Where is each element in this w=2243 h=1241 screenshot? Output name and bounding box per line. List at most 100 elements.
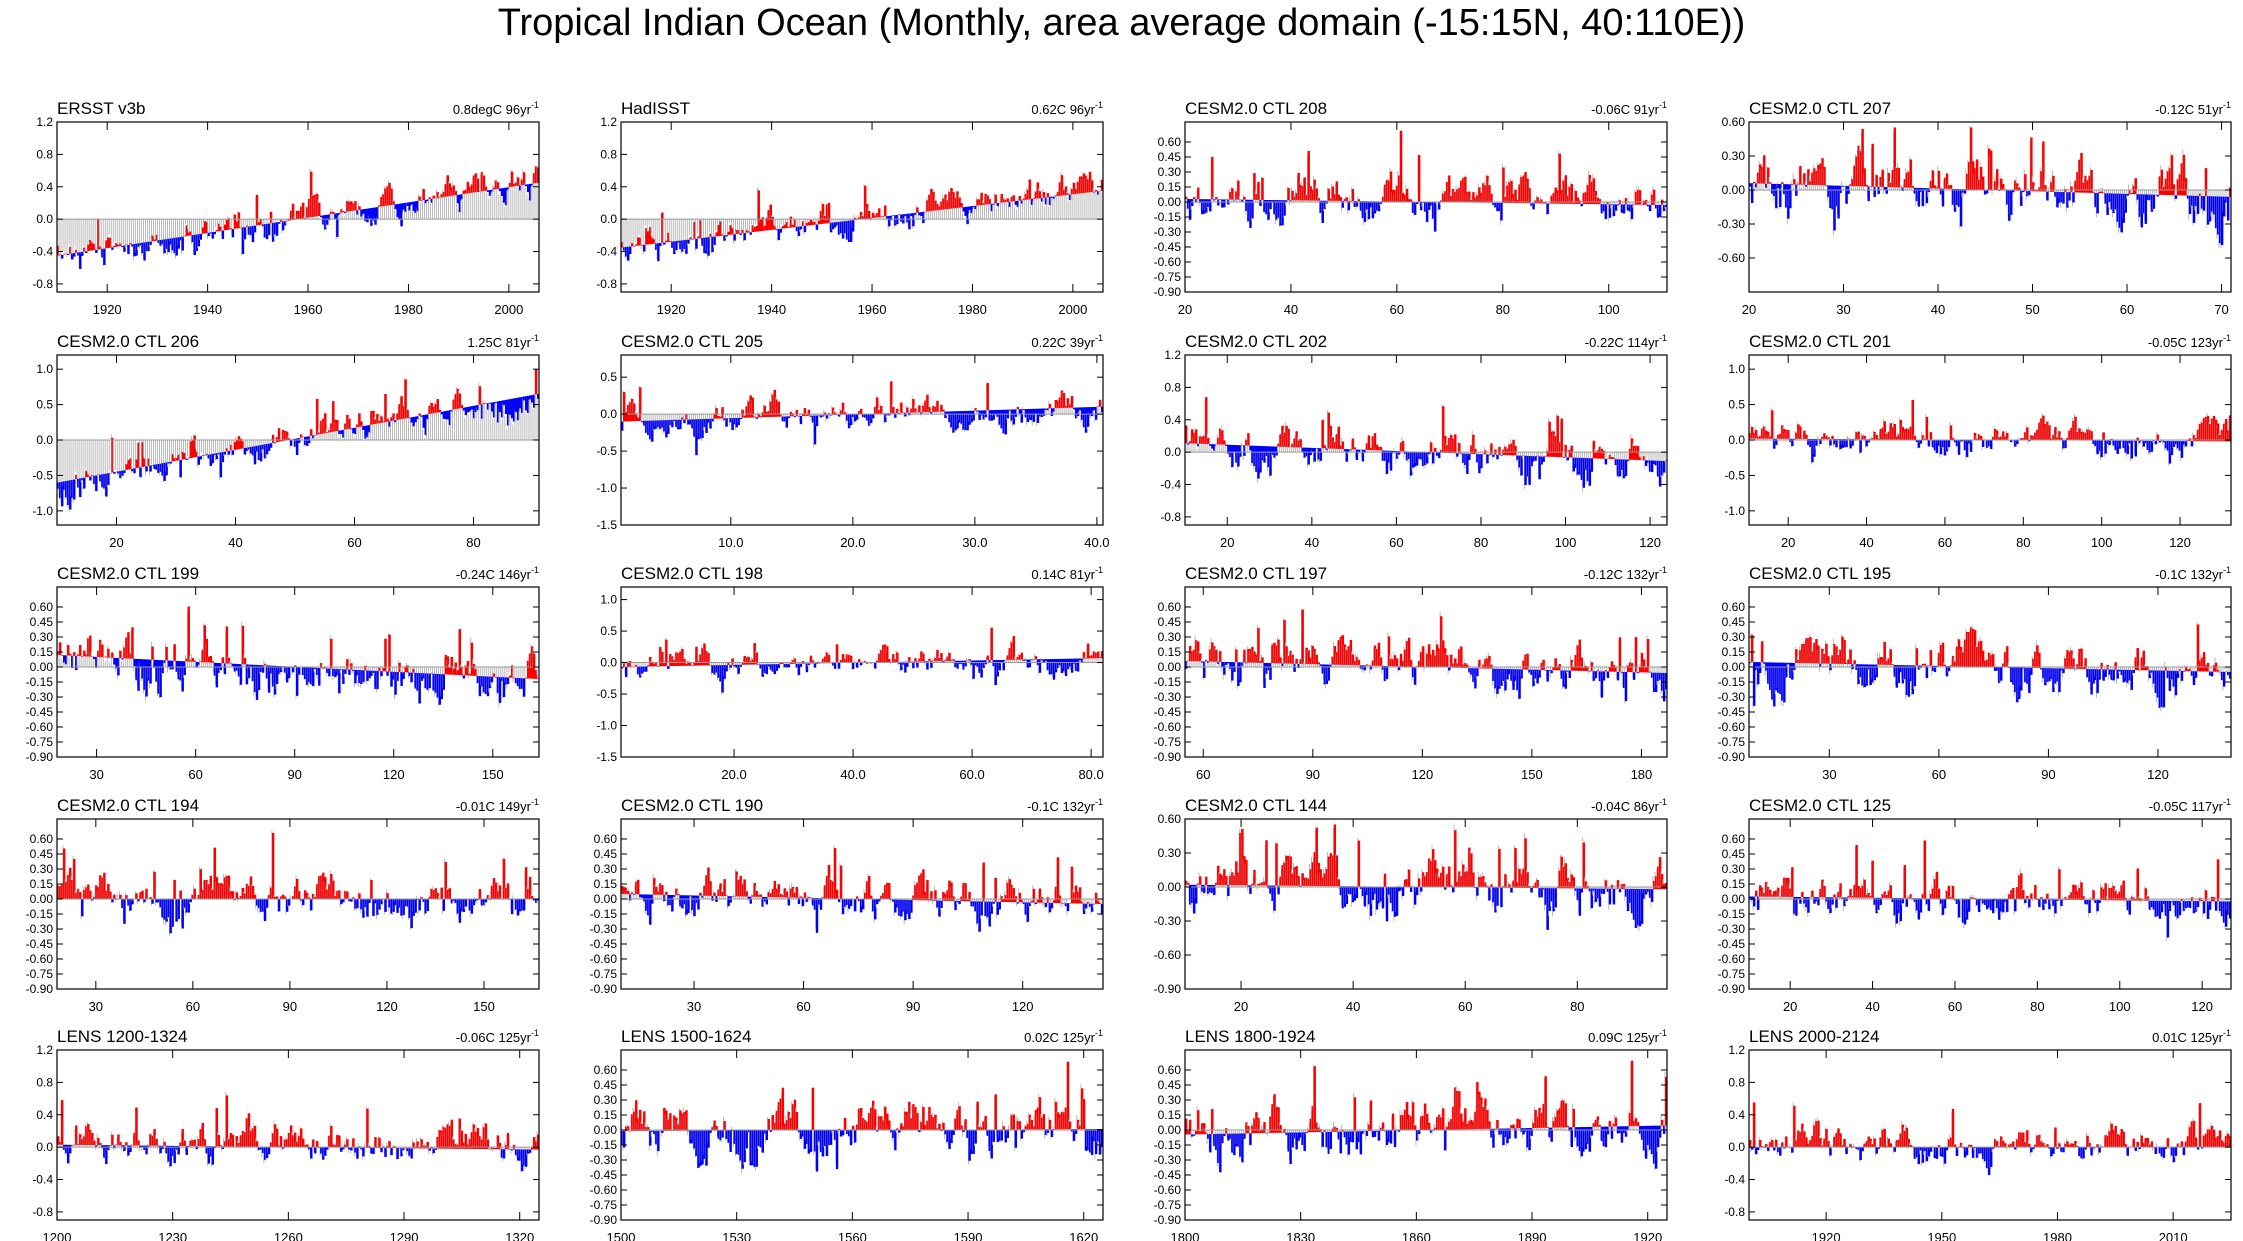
y-tick-label: 0.0 — [1164, 445, 1181, 459]
y-tick-label: -0.30 — [1154, 225, 1182, 239]
x-tick-label: 100 — [1598, 302, 1620, 317]
anomaly-bar — [1496, 455, 1498, 459]
anomaly-bar — [1581, 204, 1583, 206]
anomaly-bar — [2203, 196, 2205, 211]
anomaly-bar — [631, 243, 633, 246]
anomaly-bar — [1938, 171, 1940, 189]
anomaly-bar — [61, 255, 63, 259]
panel-stat: -0.12C 51yr-1 — [2155, 100, 2231, 117]
x-tick-label: 80 — [2016, 535, 2030, 550]
y-tick-label: 0.5 — [1728, 398, 1745, 412]
anomaly-bar — [725, 418, 727, 426]
anomaly-bar — [2135, 441, 2137, 457]
x-tick-label: 1920 — [657, 302, 686, 317]
anomaly-bar — [1753, 182, 1755, 184]
x-tick-label: 60 — [1938, 535, 1952, 550]
anomaly-bar — [388, 635, 390, 672]
anomaly-bar — [1561, 419, 1563, 458]
panel-stat: -0.05C 123yr-1 — [2148, 333, 2231, 350]
y-tick-label: 1.0 — [36, 362, 53, 376]
anomaly-bar — [463, 675, 465, 678]
anomaly-bar — [1528, 188, 1530, 203]
anomaly-bar — [396, 672, 398, 681]
y-tick-label: 0.00 — [1158, 195, 1182, 209]
anomaly-bar — [1863, 436, 1865, 439]
x-tick-label: 60 — [1390, 302, 1404, 317]
anomaly-bar — [95, 250, 97, 253]
anomaly-bar — [918, 405, 920, 412]
anomaly-bar — [1926, 417, 1928, 440]
anomaly-bar — [1857, 432, 1859, 440]
anomaly-bar — [987, 383, 989, 410]
anomaly-bar — [1468, 454, 1470, 460]
anomaly-bar — [1352, 189, 1354, 201]
anomaly-bar — [2046, 192, 2048, 201]
anomaly-bar — [1787, 430, 1789, 439]
anomaly-bar — [59, 642, 61, 655]
anomaly-bar — [1247, 433, 1249, 445]
anomaly-bar — [995, 195, 997, 204]
anomaly-bar — [212, 454, 214, 463]
anomaly-bar — [173, 644, 175, 661]
y-tick-label: 0.0 — [36, 433, 53, 447]
anomaly-bar — [186, 459, 188, 460]
y-tick-label: -0.5 — [596, 444, 617, 458]
anomaly-bar — [856, 414, 858, 419]
anomaly-bar — [2100, 441, 2102, 458]
anomaly-bar — [1831, 436, 1833, 439]
anomaly-bar — [1827, 437, 1829, 439]
anomaly-bar — [79, 645, 81, 656]
anomaly-bar — [852, 663, 854, 669]
anomaly-bar — [1193, 197, 1195, 199]
y-tick-label: 0.5 — [36, 398, 53, 412]
x-tick-label: 120 — [383, 767, 405, 782]
anomaly-bar — [2072, 192, 2074, 202]
anomaly-bar — [85, 251, 87, 253]
anomaly-bar — [1567, 457, 1569, 460]
y-tick-label: -0.4 — [32, 245, 53, 259]
x-tick-label: 40 — [228, 535, 242, 550]
anomaly-bar — [244, 227, 246, 239]
anomaly-bar — [1865, 185, 1867, 187]
anomaly-bar — [145, 466, 147, 471]
anomaly-bar — [804, 226, 806, 232]
anomaly-bar — [744, 233, 746, 240]
anomaly-bar — [838, 415, 840, 417]
anomaly-bar — [2064, 440, 2066, 448]
anomaly-bar — [1410, 199, 1412, 201]
y-tick-label: 0.30 — [1722, 149, 1746, 163]
anomaly-bar — [2024, 174, 2026, 191]
anomaly-bar — [1627, 460, 1629, 461]
anomaly-bar — [816, 416, 818, 427]
anomaly-bar — [380, 671, 382, 676]
anomaly-bar — [1793, 179, 1795, 184]
panel-title: CESM2.0 CTL 206 — [57, 332, 199, 351]
anomaly-bar — [1223, 440, 1225, 444]
anomaly-bar — [182, 237, 184, 251]
panel-stat: -0.22C 114yr-1 — [1585, 333, 1667, 350]
anomaly-bar — [376, 671, 378, 689]
y-tick-label: -0.15 — [1154, 210, 1182, 224]
anomaly-bar — [808, 664, 810, 665]
anomaly-bar — [302, 203, 304, 219]
anomaly-bar — [2131, 441, 2133, 459]
anomaly-bar — [711, 419, 713, 422]
anomaly-bar — [1019, 196, 1021, 201]
y-tick-label: 0.0 — [1728, 433, 1745, 447]
anomaly-bar — [800, 416, 802, 424]
anomaly-bar — [1402, 441, 1404, 451]
anomaly-bar — [101, 644, 103, 657]
anomaly-bar — [73, 480, 75, 500]
y-tick-label: -0.30 — [26, 690, 54, 704]
anomaly-bar — [629, 247, 631, 254]
anomaly-bar — [89, 477, 91, 481]
anomaly-bar — [222, 231, 224, 239]
anomaly-bar — [1299, 439, 1301, 447]
x-tick-label: 1940 — [757, 302, 786, 317]
anomaly-bar — [1639, 190, 1641, 204]
anomaly-bar — [625, 667, 627, 677]
anomaly-bar — [1532, 203, 1534, 209]
anomaly-bar — [2102, 432, 2104, 440]
y-tick-label: 0.30 — [1158, 165, 1182, 179]
anomaly-bar — [139, 467, 141, 477]
